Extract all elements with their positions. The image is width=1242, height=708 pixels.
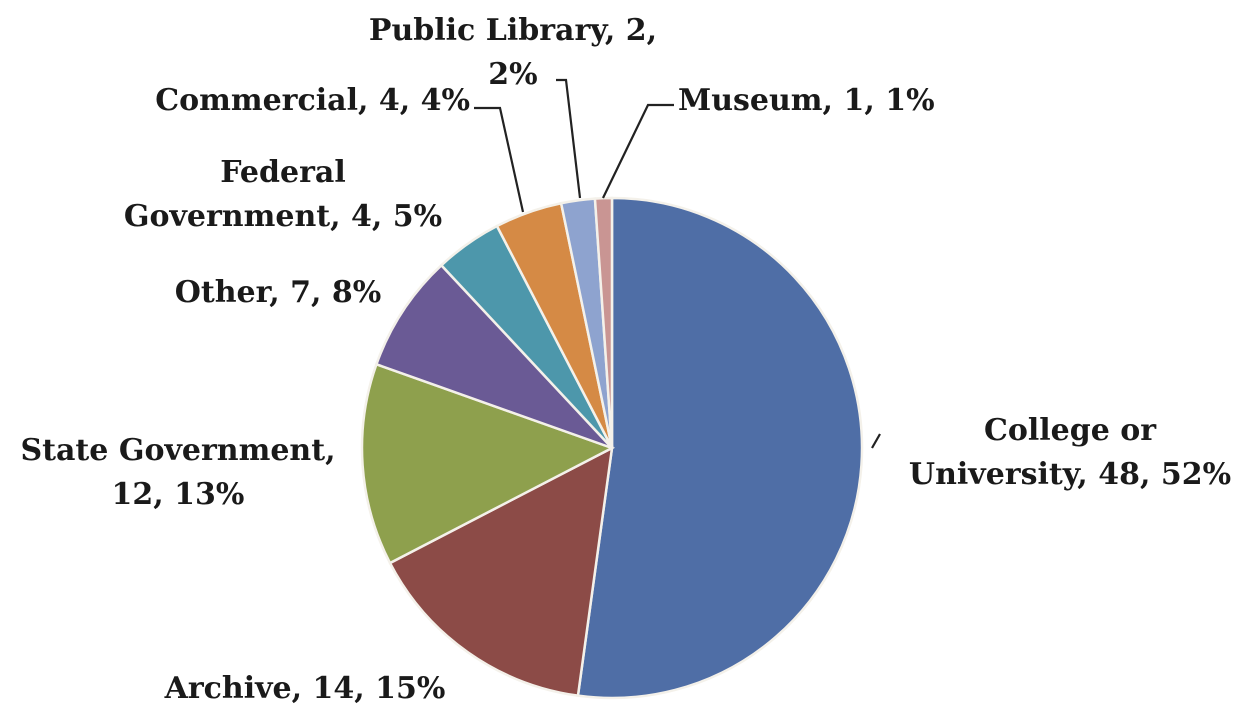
slice-label-other: Other, 7, 8% (175, 275, 382, 310)
leader-line-college-or-university (871, 433, 881, 449)
slice-label-line: College or (984, 413, 1157, 448)
pie-slice-other (374, 263, 613, 450)
pie-slices (360, 196, 864, 700)
slice-label-line: Commercial, 4, 4% (155, 83, 470, 118)
slice-label-college-or-university: College or University, 48, 52% (909, 413, 1231, 492)
slice-label-line: Archive, 14, 15% (164, 671, 446, 706)
leader-line-public-library (556, 78, 582, 199)
leader-line-commercial (474, 106, 525, 213)
slice-label-archive: Archive, 14, 15% (164, 671, 446, 706)
slice-label-commercial: Commercial, 4, 4% (155, 83, 470, 118)
pie-slice-archive (388, 445, 614, 698)
slice-labels: College or University, 48, 52% Archive, 14… (20, 13, 1231, 706)
slice-label-line: Museum, 1, 1% (678, 83, 935, 118)
slice-label-line: 12, 13% (112, 477, 245, 512)
slice-label-state-government: State Government, 12, 13% (20, 433, 335, 512)
pie-slice-state-government (360, 362, 616, 565)
leader-line-museum (602, 103, 674, 199)
slice-label-line: State Government, (20, 433, 335, 468)
leader-lines (474, 78, 881, 449)
slice-label-federal-government: Federal Government, 4, 5% (124, 155, 442, 234)
slice-label-line: 2% (488, 57, 537, 92)
slice-label-line: Other, 7, 8% (175, 275, 382, 310)
slice-label-line: Government, 4, 5% (124, 199, 442, 234)
slice-label-public-library: Public Library, 2, 2% (369, 13, 657, 92)
slice-label-line: University, 48, 52% (909, 457, 1231, 492)
slice-label-line: Federal (220, 155, 345, 190)
pie-slice-college-or-university (576, 196, 864, 700)
slice-label-museum: Museum, 1, 1% (678, 83, 935, 118)
slice-label-line: Public Library, 2, (369, 13, 657, 48)
